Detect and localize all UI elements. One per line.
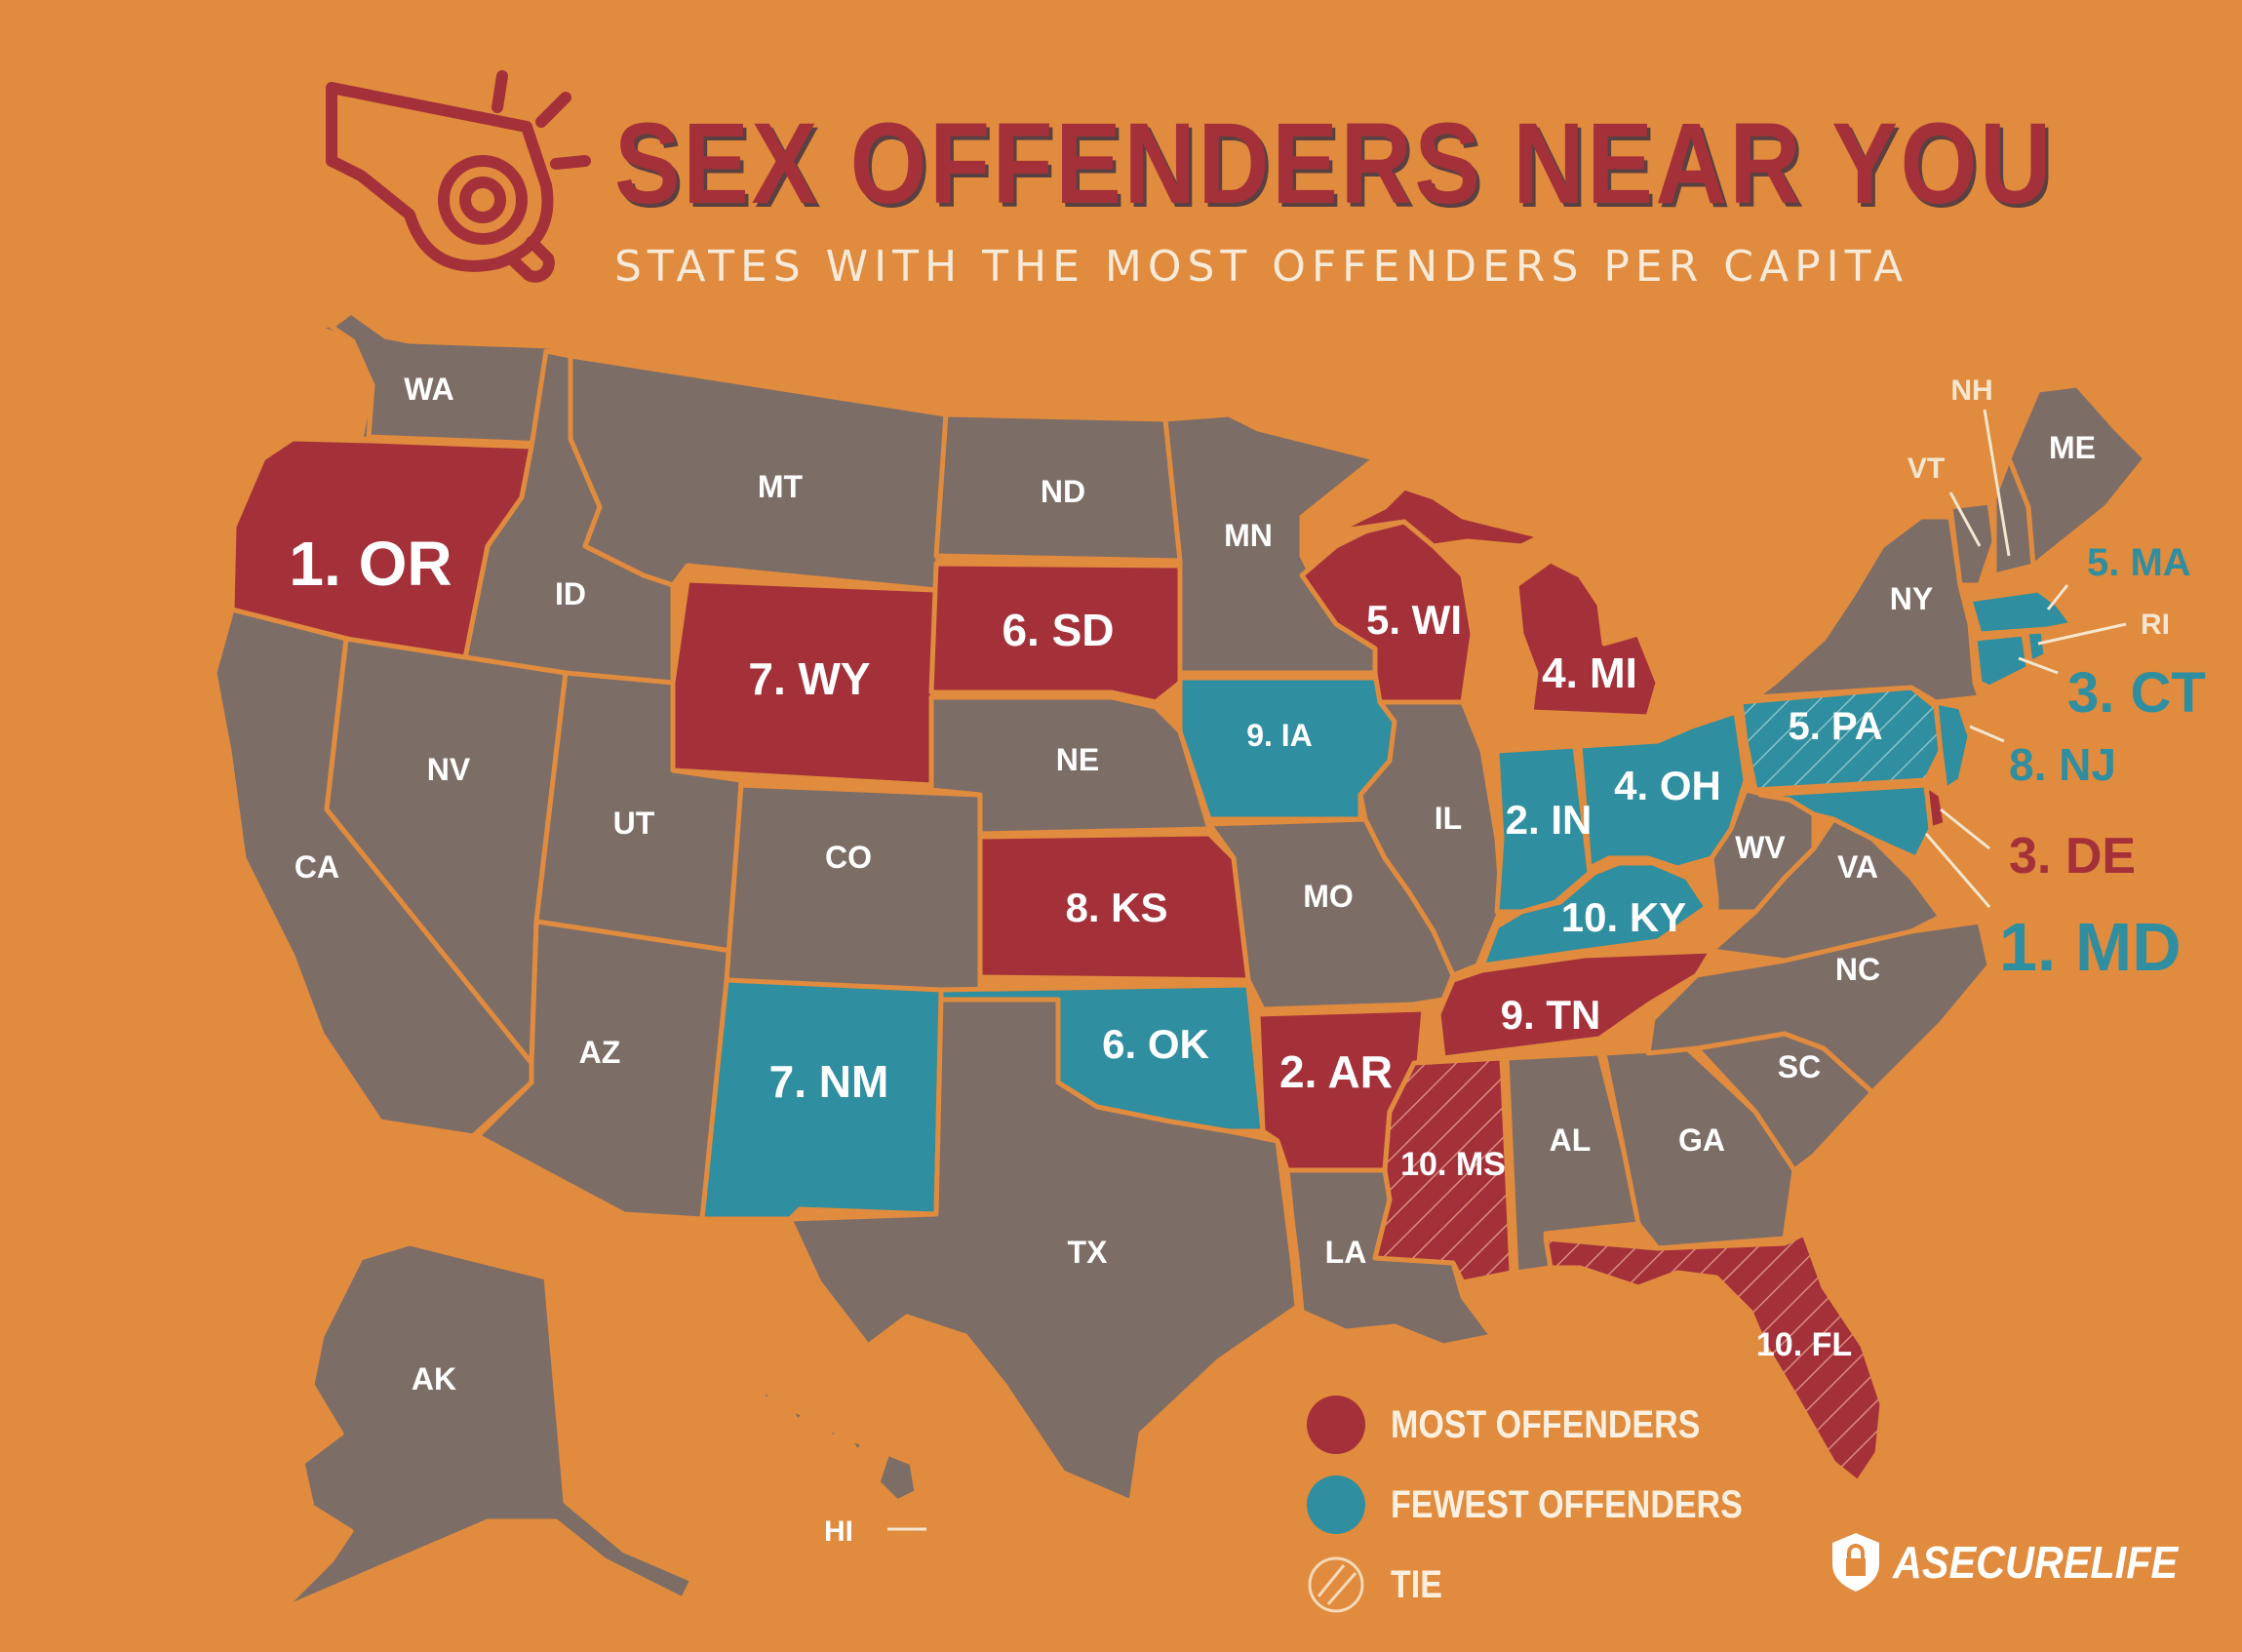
label-nv: NV xyxy=(427,752,471,787)
legend-swatch-tie xyxy=(1308,1556,1364,1613)
state-fl xyxy=(1543,1231,1885,1485)
label-ms: 10. MS xyxy=(1400,1146,1506,1183)
label-co: CO xyxy=(825,840,872,875)
label-ct: 3. CT xyxy=(2067,661,2206,725)
label-in: 2. IN xyxy=(1506,797,1593,843)
label-wv: WV xyxy=(1735,830,1786,865)
label-nd: ND xyxy=(1041,474,1085,509)
label-md: 1. MD xyxy=(1999,909,2182,985)
legend: MOST OFFENDERS FEWEST OFFENDERS TIE xyxy=(1307,1385,1804,1625)
label-pa: 5. PA xyxy=(1788,705,1882,748)
brand-logo: ASECURELIFE xyxy=(1829,1531,2210,1593)
label-tx: TX xyxy=(1068,1235,1109,1270)
state-ms xyxy=(1372,1055,1514,1285)
label-nj: 8. NJ xyxy=(2009,739,2116,790)
label-il: IL xyxy=(1435,801,1462,836)
state-tx xyxy=(787,997,1300,1505)
label-ok: 6. OK xyxy=(1102,1021,1209,1067)
whistle-icon xyxy=(326,70,591,283)
legend-label-fewest: FEWEST OFFENDERS xyxy=(1391,1482,1743,1526)
label-wy: 7. WY xyxy=(748,653,870,704)
label-va: VA xyxy=(1837,849,1878,885)
label-ak: AK xyxy=(412,1361,456,1396)
brand-name: ASECURELIFE xyxy=(1893,1537,2179,1588)
label-mi: 4. MI xyxy=(1542,649,1637,697)
label-sd: 6. SD xyxy=(1002,605,1114,655)
label-nc: NC xyxy=(1835,952,1880,987)
label-ny: NY xyxy=(1890,581,1933,616)
label-de: 3. DE xyxy=(2009,828,2136,885)
state-tn xyxy=(1436,948,1714,1061)
label-mo: MO xyxy=(1303,879,1354,914)
state-me xyxy=(2006,382,2148,569)
state-vt xyxy=(1947,499,1997,588)
label-id: ID xyxy=(555,576,586,611)
state-wi-up xyxy=(1333,485,1544,549)
label-la: LA xyxy=(1325,1235,1367,1270)
state-mi xyxy=(1514,558,1661,720)
state-ky xyxy=(1479,860,1710,968)
lock-shield-icon xyxy=(1832,1533,1879,1592)
label-al: AL xyxy=(1550,1122,1592,1158)
state-ct xyxy=(1972,631,2031,690)
legend-item-most: MOST OFFENDERS xyxy=(1307,1385,1804,1465)
label-ky: 10. KY xyxy=(1561,894,1686,940)
label-ks: 8. KS xyxy=(1065,885,1167,930)
label-me: ME xyxy=(2049,430,2096,465)
page-title: SEX OFFENDERS NEAR YOU xyxy=(614,99,2054,228)
label-mn: MN xyxy=(1224,518,1273,553)
label-mt: MT xyxy=(758,469,804,504)
legend-label-most: MOST OFFENDERS xyxy=(1391,1402,1701,1446)
label-ca: CA xyxy=(295,849,339,885)
label-ia: 9. IA xyxy=(1246,718,1313,753)
state-nj xyxy=(1933,699,1973,793)
label-nh: NH xyxy=(1950,374,1992,407)
state-ny xyxy=(1752,514,1983,705)
label-ga: GA xyxy=(1678,1122,1725,1158)
state-al xyxy=(1504,1050,1641,1276)
legend-item-fewest: FEWEST OFFENDERS xyxy=(1307,1465,1804,1545)
label-sc: SC xyxy=(1778,1049,1821,1084)
label-az: AZ xyxy=(579,1035,621,1070)
label-wa: WA xyxy=(404,372,454,407)
state-hi xyxy=(758,1387,920,1505)
label-ne: NE xyxy=(1056,742,1099,777)
legend-label-tie: TIE xyxy=(1391,1562,1442,1606)
state-wy xyxy=(670,577,939,788)
state-ri xyxy=(2024,628,2049,666)
label-ut: UT xyxy=(613,806,655,841)
state-ne xyxy=(928,694,1212,837)
label-nm: 7. NM xyxy=(769,1056,889,1107)
label-oh: 4. OH xyxy=(1614,763,1721,808)
state-co xyxy=(724,782,983,998)
state-ak xyxy=(280,1240,695,1612)
label-ri: RI xyxy=(2141,609,2170,641)
state-ma xyxy=(1967,587,2075,637)
label-vt: VT xyxy=(1908,452,1945,485)
label-or: 1. OR xyxy=(289,529,452,599)
legend-item-tie: TIE xyxy=(1307,1545,1804,1625)
state-ga xyxy=(1601,1045,1797,1251)
label-hi: HI xyxy=(824,1515,853,1548)
page-subtitle: STATES WITH THE MOST OFFENDERS PER CAPIT… xyxy=(614,242,1909,292)
label-wi: 5. WI xyxy=(1366,597,1462,643)
label-tn: 9. TN xyxy=(1501,992,1601,1038)
state-de xyxy=(1923,782,1948,832)
label-ar: 2. AR xyxy=(1279,1046,1393,1097)
legend-swatch-fewest xyxy=(1307,1475,1365,1534)
legend-swatch-most xyxy=(1307,1396,1365,1454)
label-fl: 10. FL xyxy=(1756,1326,1852,1363)
state-wi xyxy=(1299,519,1475,705)
label-ma: 5. MA xyxy=(2087,541,2191,584)
state-il xyxy=(1357,699,1505,978)
